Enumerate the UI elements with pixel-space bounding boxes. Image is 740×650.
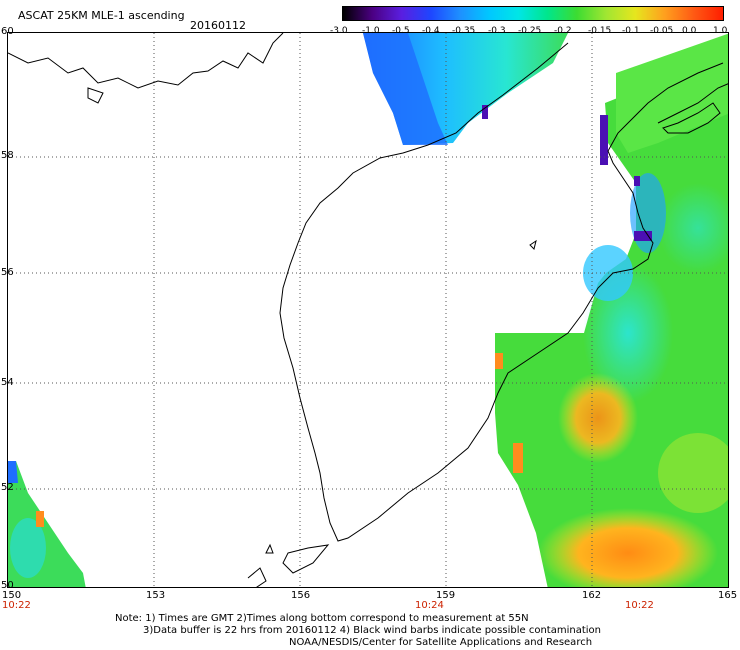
colorbar-label: -0.1 — [622, 26, 640, 36]
lat-label: 50 — [1, 580, 14, 591]
colorbar-label: -0.5 — [392, 26, 410, 36]
colorbar-label: -0.2 — [554, 26, 572, 36]
time-label: 10:22 — [625, 600, 654, 611]
lon-label: 159 — [436, 590, 456, 601]
lat-label: 60 — [1, 26, 14, 37]
footer-note-1: Note: 1) Times are GMT 2)Times along bot… — [115, 613, 529, 624]
swath-east — [495, 33, 728, 587]
swath-southwest — [8, 461, 86, 587]
colorbar — [342, 6, 724, 21]
footer-note-2: 3)Data buffer is 22 hrs from 20160112 4)… — [143, 625, 601, 636]
colorbar-label: -0.35 — [452, 26, 476, 36]
lon-label: 162 — [582, 590, 602, 601]
scatterometer-map — [8, 33, 728, 587]
time-label: 10:24 — [415, 600, 444, 611]
time-label: 10:22 — [2, 600, 31, 611]
colorbar-label: -0.05 — [650, 26, 674, 36]
colorbar-label: -0.25 — [518, 26, 542, 36]
lon-label: 150 — [2, 590, 22, 601]
colorbar-label: 0.0 — [682, 26, 697, 36]
swath-north — [363, 33, 568, 145]
lon-label: 165 — [718, 590, 738, 601]
lon-label: 156 — [291, 590, 311, 601]
lat-label: 56 — [1, 267, 14, 278]
lat-label: 54 — [1, 377, 14, 388]
map-panel — [7, 32, 729, 588]
colorbar-label: -0.3 — [488, 26, 506, 36]
colorbar-label: -0.15 — [588, 26, 612, 36]
colorbar-label: 1.0 — [713, 26, 728, 36]
colorbar-label: -0.4 — [422, 26, 440, 36]
colorbar-label: -1.0 — [362, 26, 380, 36]
lat-lon-grid — [8, 33, 728, 587]
product-title: ASCAT 25KM MLE-1 ascending — [18, 9, 185, 22]
lat-label: 52 — [1, 482, 14, 493]
colorbar-labels: -3.0 -1.0 -0.5 -0.4 -0.35 -0.3 -0.25 -0.… — [330, 26, 740, 38]
coastline — [8, 33, 728, 587]
product-date: 20160112 — [190, 19, 246, 32]
lat-label: 58 — [1, 150, 14, 161]
lon-label: 153 — [146, 590, 166, 601]
colorbar-label: -3.0 — [330, 26, 348, 36]
footer-credit: NOAA/NESDIS/Center for Satellite Applica… — [289, 637, 593, 648]
